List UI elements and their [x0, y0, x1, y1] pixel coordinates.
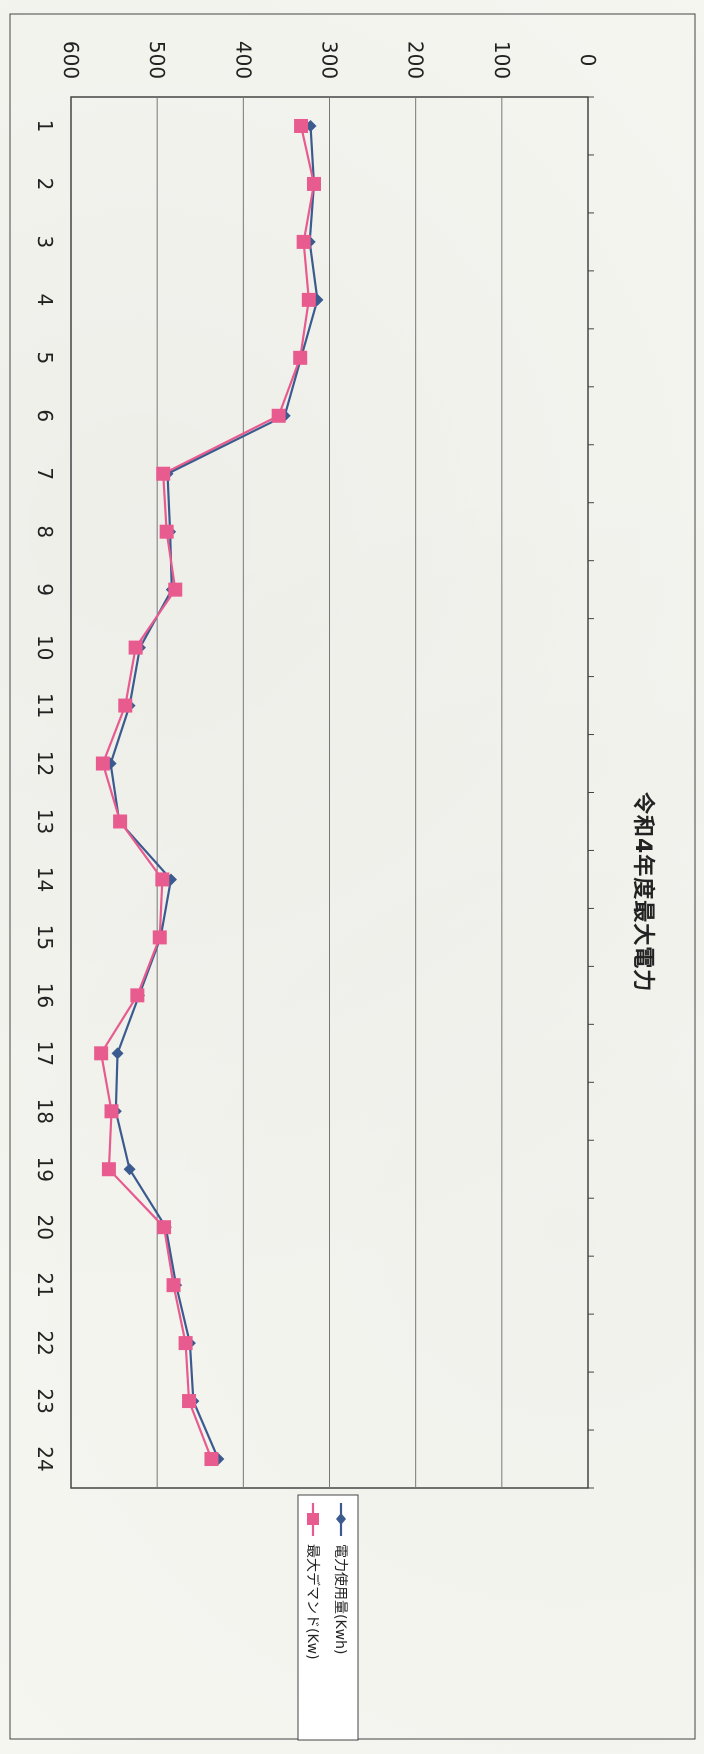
- x-tick-label: 22: [33, 1330, 57, 1355]
- x-tick-label: 11: [33, 693, 57, 718]
- series-layer: [94, 118, 324, 1467]
- legend-label-2: 最大デマンド(Kw): [304, 1544, 321, 1660]
- data-point-square: [178, 1336, 193, 1351]
- y-tick-label: 600: [59, 41, 83, 79]
- y-tick-label: 100: [490, 41, 514, 79]
- chart-title: 令和4年度最大電力: [630, 792, 656, 992]
- data-point-square: [157, 1220, 172, 1235]
- x-tick-label: 18: [33, 1099, 57, 1124]
- x-tick-label: 10: [33, 635, 57, 660]
- x-tick-label: 9: [33, 583, 57, 596]
- x-tick-label: 3: [33, 236, 57, 249]
- x-tick-label: 8: [33, 525, 57, 538]
- data-point-square: [168, 582, 183, 597]
- x-tick-label: 6: [33, 409, 57, 422]
- data-point-diamond: [123, 1163, 136, 1176]
- data-point-square: [101, 1162, 116, 1177]
- x-tick-label: 12: [33, 751, 57, 776]
- x-tick-label: 14: [33, 867, 57, 892]
- data-point-square: [156, 466, 171, 481]
- legend-box: [297, 1494, 359, 1741]
- gridlines: [156, 97, 503, 1488]
- data-point-square: [293, 350, 308, 365]
- data-point-square: [301, 292, 316, 307]
- y-tick-label: 200: [404, 41, 428, 79]
- y-tick-label: 500: [145, 41, 169, 79]
- data-point-square: [128, 640, 143, 655]
- data-point-square: [166, 1278, 181, 1293]
- x-tick-label: 2: [33, 178, 57, 191]
- x-tick-label: 15: [33, 925, 57, 950]
- data-point-square: [95, 756, 110, 771]
- data-point-square: [118, 698, 133, 713]
- y-tick-label: 0: [576, 54, 600, 67]
- data-point-square: [155, 872, 170, 887]
- legend-marker-diamond: [336, 1513, 346, 1525]
- y-tick-label: 300: [318, 41, 342, 79]
- data-point-square: [94, 1046, 109, 1061]
- data-point-square: [152, 930, 167, 945]
- legend-label-1: 電力使用量(Kwh): [332, 1544, 349, 1654]
- series-line-1: [109, 125, 319, 1460]
- data-point-square: [130, 988, 145, 1003]
- x-tick-label: 5: [33, 351, 57, 364]
- x-tick-label: 24: [33, 1446, 57, 1471]
- legend-marker-square: [307, 1513, 319, 1525]
- data-point-square: [204, 1452, 219, 1467]
- x-tick-label: 17: [33, 1041, 57, 1066]
- data-point-square: [271, 408, 286, 423]
- series-line-2: [100, 125, 316, 1460]
- x-tick-label: 7: [33, 467, 57, 480]
- x-tick-label: 19: [33, 1157, 57, 1182]
- data-point-square: [294, 118, 309, 133]
- data-point-square: [306, 176, 321, 191]
- page-frame: [9, 13, 696, 1740]
- x-tick-label: 20: [33, 1214, 57, 1239]
- x-tick-label: 4: [33, 293, 57, 306]
- y-tick-label: 400: [231, 41, 255, 79]
- data-point-diamond: [111, 1047, 124, 1060]
- data-point-square: [113, 814, 128, 829]
- data-point-square: [182, 1394, 197, 1409]
- data-point-square: [296, 234, 311, 249]
- x-tick-label: 1: [33, 120, 57, 133]
- data-point-square: [159, 524, 174, 539]
- legend: 電力使用量(Kwh) 最大デマンド(Kw): [297, 1494, 359, 1741]
- x-tick-label: 21: [33, 1272, 57, 1297]
- x-tick-label: 13: [33, 809, 57, 834]
- data-point-square: [104, 1104, 119, 1119]
- y-axis-ticks: 0 100 200 300 400 500 600: [59, 41, 600, 79]
- x-tick-label: 23: [33, 1388, 57, 1413]
- x-tick-label: 16: [33, 983, 57, 1008]
